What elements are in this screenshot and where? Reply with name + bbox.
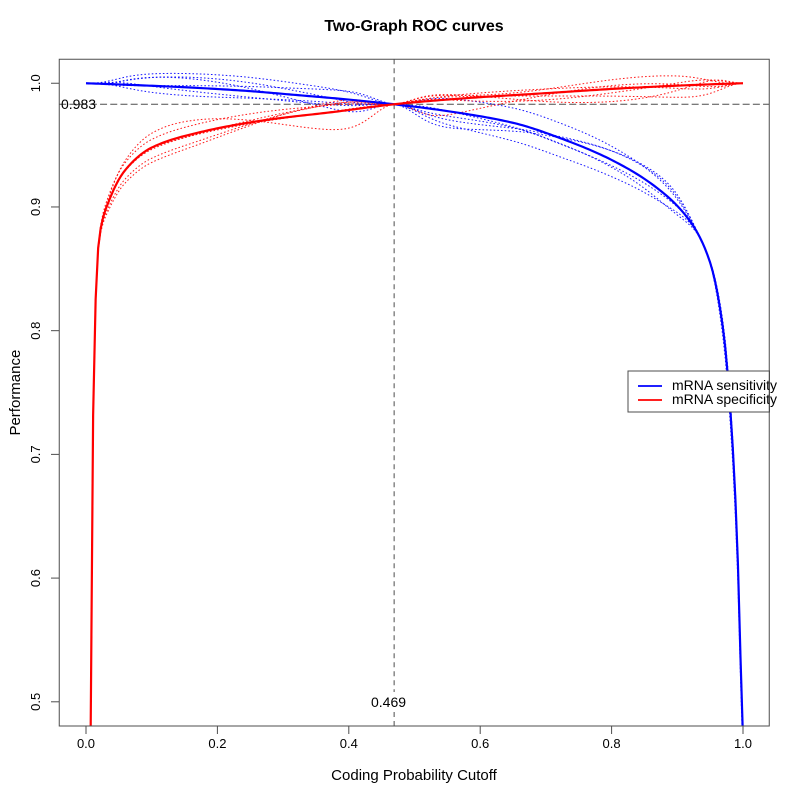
svg-text:1.0: 1.0 — [734, 736, 752, 751]
svg-text:Coding Probability Cutoff: Coding Probability Cutoff — [331, 767, 497, 784]
svg-text:0.4: 0.4 — [340, 736, 358, 751]
svg-text:0.2: 0.2 — [208, 736, 226, 751]
svg-text:Performance: Performance — [7, 350, 24, 436]
svg-text:mRNA specificity: mRNA specificity — [672, 391, 777, 407]
svg-text:0.7: 0.7 — [28, 445, 43, 463]
svg-text:0.0: 0.0 — [77, 736, 95, 751]
svg-text:0.8: 0.8 — [28, 322, 43, 340]
svg-text:1.0: 1.0 — [28, 74, 43, 92]
svg-text:0.6: 0.6 — [471, 736, 489, 751]
svg-text:0.6: 0.6 — [28, 569, 43, 587]
svg-text:Two-Graph ROC curves: Two-Graph ROC curves — [324, 18, 503, 35]
svg-text:0.5: 0.5 — [28, 693, 43, 711]
svg-text:0.469: 0.469 — [371, 694, 406, 710]
svg-text:0.9: 0.9 — [28, 198, 43, 216]
svg-text:0.983: 0.983 — [61, 96, 96, 112]
svg-text:0.8: 0.8 — [603, 736, 621, 751]
